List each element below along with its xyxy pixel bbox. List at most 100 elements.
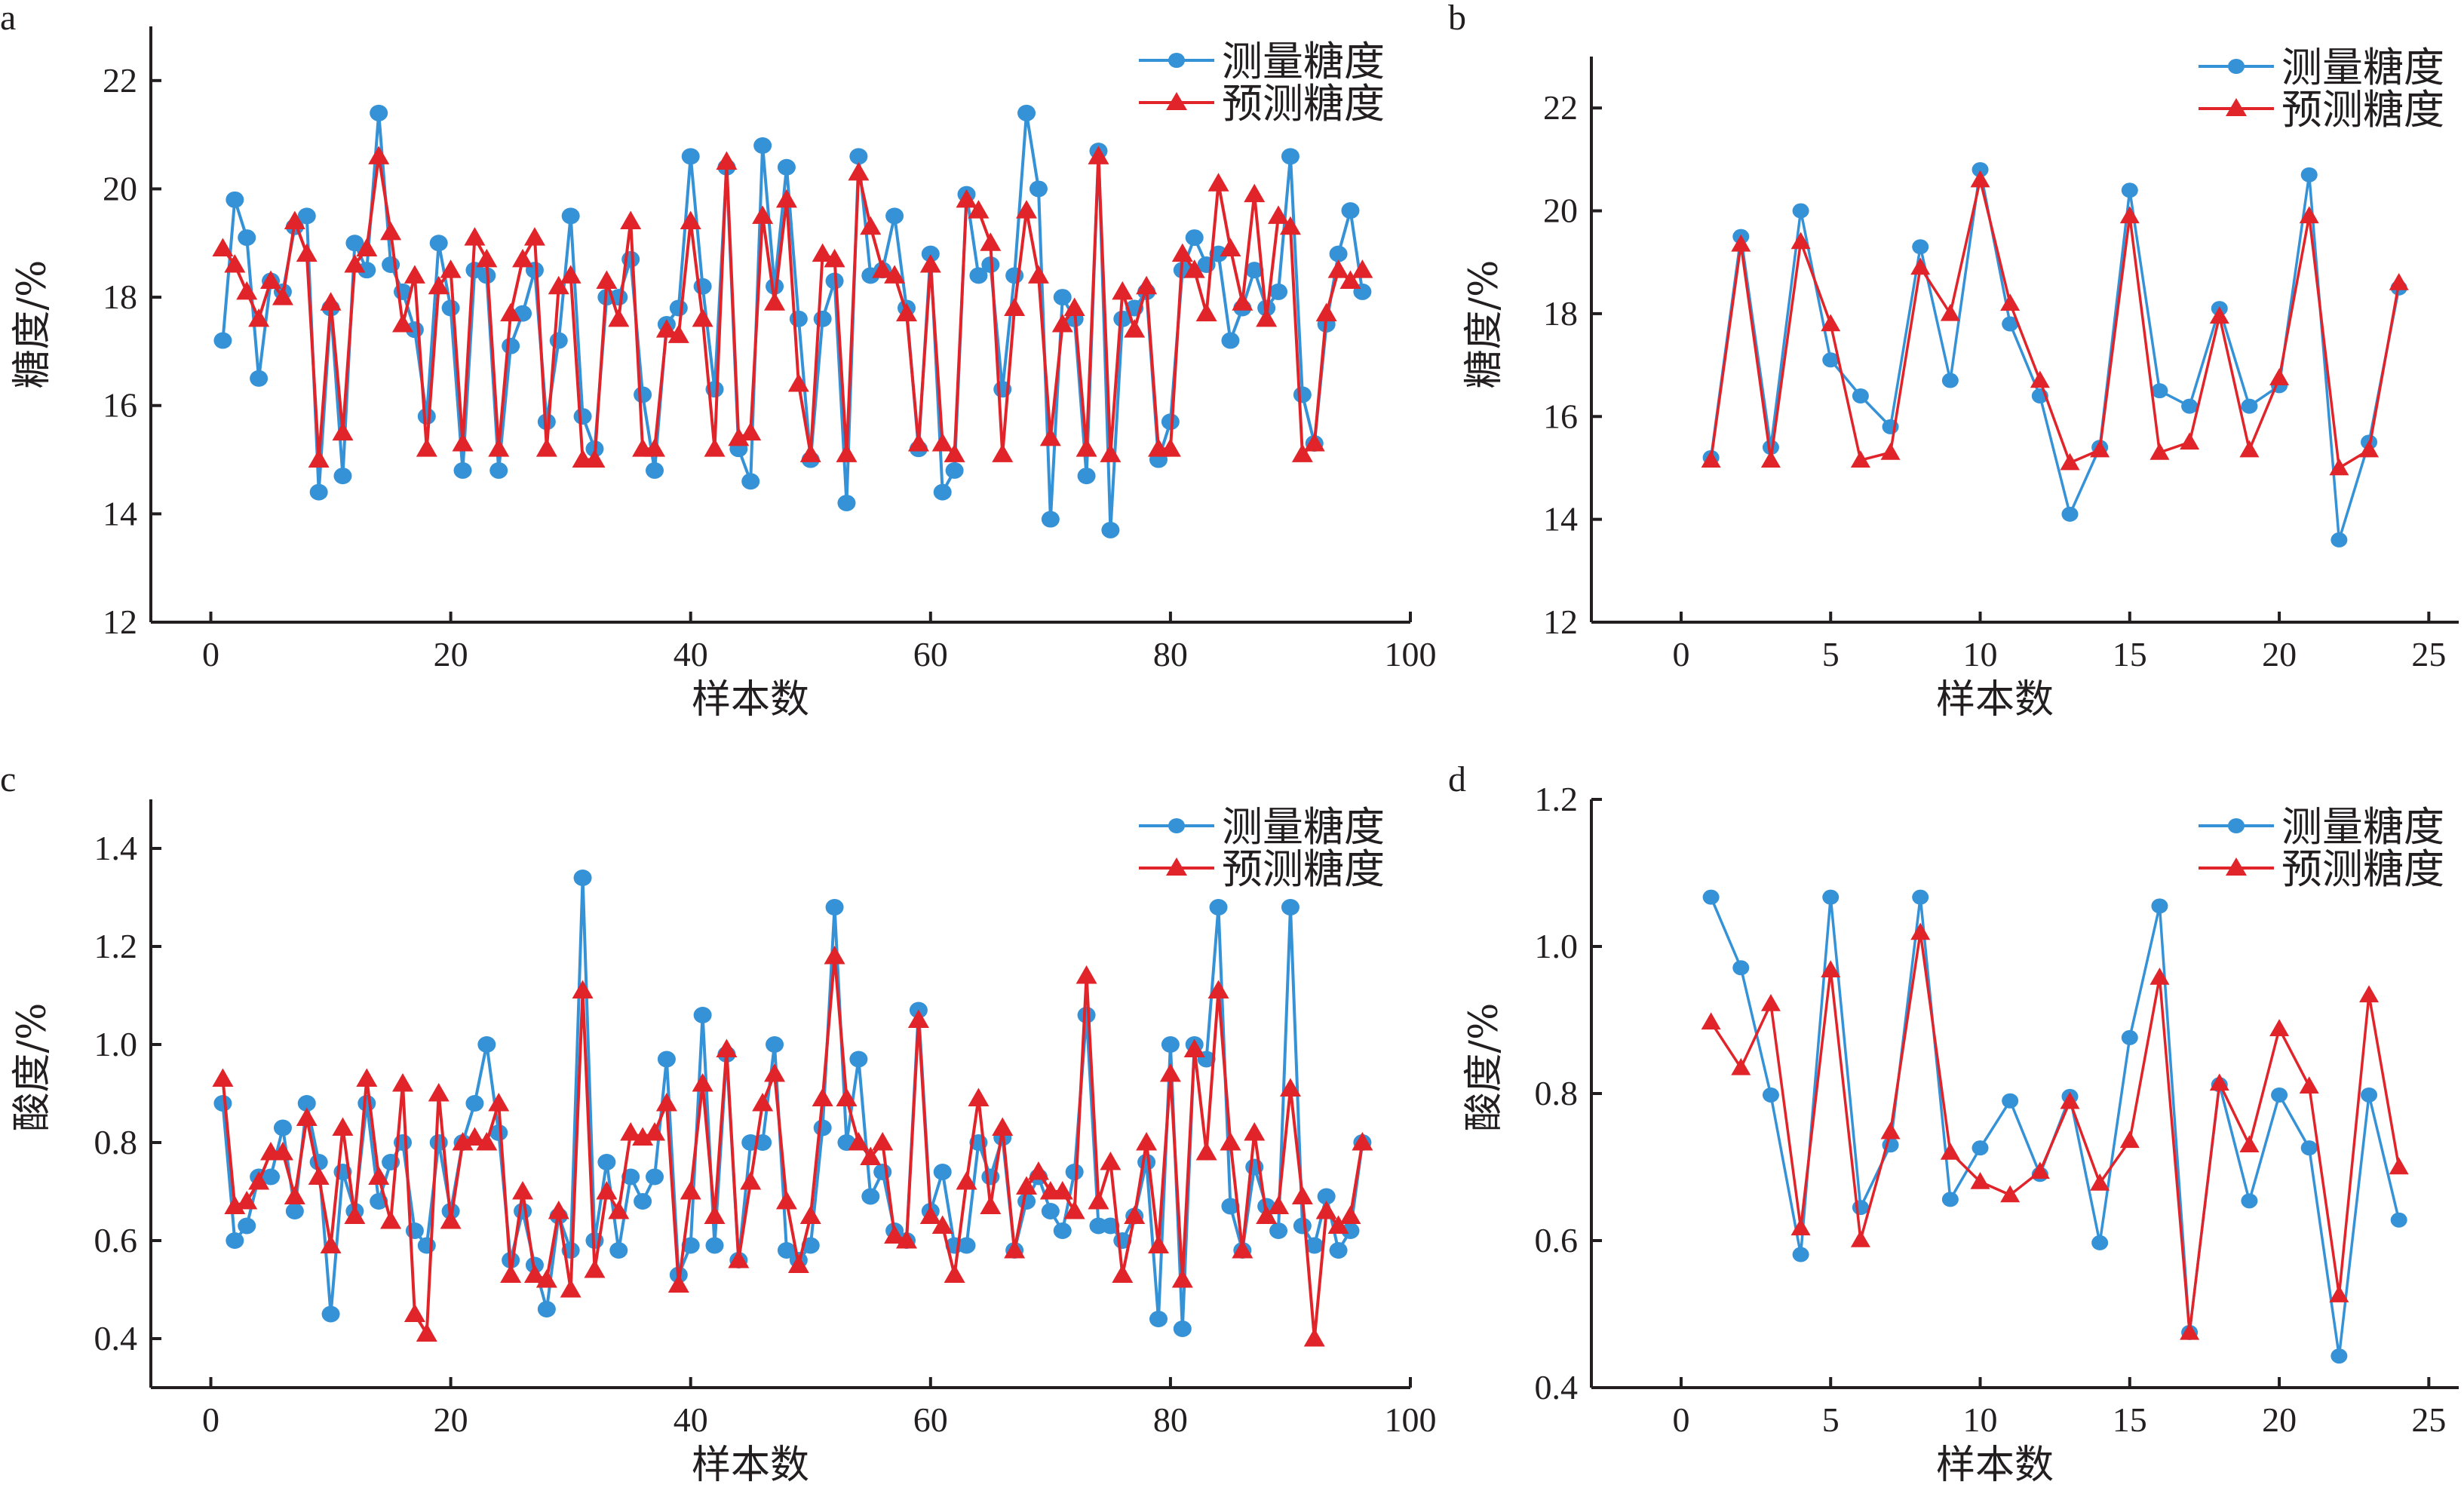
- c-measured-point: [766, 1036, 784, 1053]
- panel-b: b 12 14 16 18 20 22 0 5 10 15 20 25 样本数 糖度/% 测量糖度 预测糖度: [1441, 0, 2464, 747]
- c-measured-point: [646, 1168, 664, 1186]
- c-legend-predicted-marker: [1166, 857, 1187, 876]
- c-measured-point: [825, 899, 844, 916]
- a-y-tick-label: 20: [103, 169, 137, 207]
- d-measured-point: [2271, 1087, 2288, 1103]
- b-predicted-point: [1760, 450, 1781, 468]
- a-predicted-point: [1220, 238, 1241, 256]
- c-predicted-point: [968, 1087, 990, 1106]
- a-measured-point: [766, 278, 784, 295]
- a-predicted-point: [812, 243, 833, 262]
- b-x-tick-label: 10: [1963, 635, 1998, 673]
- a-series-predicted-line: [221, 155, 1364, 462]
- c-measured-point: [597, 1154, 616, 1170]
- a-predicted-point: [344, 254, 366, 273]
- c-predicted-point: [680, 1181, 701, 1200]
- c-measured-point: [417, 1237, 436, 1254]
- c-predicted-point: [1195, 1142, 1217, 1161]
- a-predicted-point: [535, 438, 557, 457]
- d-predicted-point: [2239, 1135, 2260, 1152]
- a-measured-point: [1281, 148, 1300, 165]
- a-predicted-point: [704, 438, 726, 457]
- c-y-axis-label: 酸度/%: [10, 1003, 55, 1132]
- a-measured-point: [1017, 104, 1036, 121]
- b-measured-point: [2331, 532, 2348, 548]
- c-predicted-point: [560, 1279, 581, 1298]
- c-predicted-point: [368, 1166, 390, 1185]
- c-predicted-point: [512, 1181, 534, 1200]
- c-measured-point: [514, 1203, 532, 1219]
- a-measured-point: [309, 483, 328, 501]
- a-x-tick-label: 20: [434, 635, 468, 673]
- a-predicted-point: [860, 216, 882, 235]
- c-measured-point: [1329, 1242, 1348, 1259]
- c-predicted-point: [380, 1210, 402, 1229]
- a-predicted-point: [248, 308, 270, 327]
- d-predicted-point: [2000, 1185, 2021, 1203]
- d-predicted-point: [2359, 985, 2380, 1003]
- b-measured-point: [1972, 162, 1989, 177]
- a-measured-point: [1209, 245, 1228, 262]
- c-predicted-point: [1207, 980, 1229, 998]
- a-predicted-point: [1100, 443, 1122, 462]
- d-predicted-point: [1821, 960, 1841, 977]
- a-measured-point: [646, 462, 664, 479]
- c-measured-point: [573, 870, 592, 886]
- c-predicted-point: [944, 1264, 965, 1283]
- a-predicted-point: [907, 433, 929, 452]
- b-x-tick-label: 25: [2411, 635, 2446, 673]
- d-measured-point: [1792, 1247, 1809, 1262]
- c-predicted-point: [775, 1191, 797, 1210]
- d-measured-point: [2390, 1212, 2407, 1228]
- c-predicted-point: [1100, 1152, 1122, 1170]
- c-predicted-point: [1076, 965, 1097, 984]
- d-measured-point: [2361, 1087, 2378, 1103]
- a-predicted-point: [1076, 438, 1097, 457]
- c-predicted-point: [344, 1205, 366, 1224]
- d-predicted-point: [1970, 1172, 1990, 1189]
- a-predicted-point: [884, 265, 906, 284]
- a-predicted-point: [1315, 302, 1337, 322]
- a-predicted-point: [1207, 173, 1229, 192]
- b-predicted-point: [1701, 450, 1721, 468]
- a-measured-point: [681, 148, 700, 165]
- c-measured-point: [357, 1095, 376, 1112]
- c-measured-point: [297, 1095, 316, 1112]
- a-predicted-point: [956, 189, 977, 208]
- a-legend-predicted-marker: [1166, 92, 1187, 110]
- c-predicted-point: [272, 1142, 293, 1161]
- b-x-tick-label: 20: [2262, 635, 2297, 673]
- a-predicted-point: [1124, 319, 1146, 338]
- d-y-tick-label: 0.8: [1535, 1074, 1579, 1112]
- a-measured-point: [1185, 229, 1204, 247]
- a-y-axis-label: 糖度/%: [10, 260, 55, 389]
- a-predicted-point: [1327, 259, 1349, 278]
- a-measured-point: [921, 245, 940, 262]
- c-predicted-point: [1339, 1205, 1361, 1224]
- a-predicted-point: [404, 265, 425, 284]
- c-predicted-point: [692, 1073, 713, 1092]
- c-x-tick-label: 100: [1385, 1400, 1437, 1439]
- b-y-tick-label: 16: [1543, 397, 1578, 435]
- c-x-tick-label: 20: [434, 1400, 468, 1439]
- a-predicted-point: [1279, 216, 1301, 235]
- a-predicted-point: [1004, 297, 1026, 316]
- a-predicted-point: [284, 210, 305, 230]
- c-predicted-point: [1051, 1181, 1073, 1200]
- a-predicted-point: [1039, 427, 1061, 446]
- a-x-tick-label: 80: [1153, 635, 1188, 673]
- c-measured-point: [777, 1242, 796, 1259]
- b-y-tick-label: 12: [1543, 603, 1578, 641]
- d-measured-point: [1732, 960, 1750, 976]
- b-measured-point: [2151, 383, 2168, 399]
- d-measured-point: [2151, 898, 2168, 914]
- a-measured-point: [441, 299, 460, 317]
- c-measured-point: [873, 1164, 892, 1180]
- b-measured-point: [1822, 352, 1840, 368]
- c-predicted-point: [236, 1191, 258, 1210]
- c-predicted-point: [320, 1235, 342, 1253]
- a-measured-point: [297, 207, 316, 225]
- panel-label-d: d: [1448, 759, 1466, 799]
- panel-c: c 0.4 0.6 0.8 1.0 1.2 1.4 0 20 40 60 80 100 样本数 酸度/% 测…: [0, 759, 1437, 1497]
